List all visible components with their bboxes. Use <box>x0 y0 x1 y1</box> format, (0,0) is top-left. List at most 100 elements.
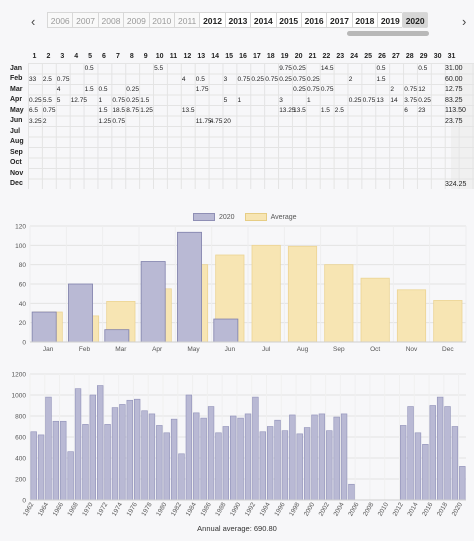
month-label: Sep <box>10 148 23 156</box>
y-tick-label: 100 <box>15 243 26 250</box>
month-label: Aug <box>10 138 24 145</box>
y-tick-label: 1000 <box>12 393 27 400</box>
x-tick-label: 2004 <box>333 501 346 517</box>
year-bar <box>37 434 45 501</box>
year-tab-2012[interactable]: 2012 <box>199 12 225 28</box>
year-bar <box>444 406 451 501</box>
year-tab-2008[interactable]: 2008 <box>97 12 124 28</box>
month-total: 113.50 <box>445 107 466 114</box>
day-value-cell: 12 <box>418 86 426 93</box>
y-tick-label: 0 <box>22 340 26 347</box>
day-header: 31 <box>447 53 456 60</box>
chevron-right-icon[interactable]: › <box>462 14 467 29</box>
bar-average <box>324 264 354 343</box>
year-bar <box>259 431 266 501</box>
x-tick-label: 1988 <box>214 501 227 517</box>
x-tick-label: Nov <box>406 346 418 353</box>
year-bar <box>422 444 429 501</box>
year-tabs: 2006 2007 2008 2009 2010 2011 2012 2013 2014 2015… <box>47 12 428 28</box>
x-tick-label: 2010 <box>377 501 390 517</box>
year-bar <box>266 426 274 501</box>
day-value-cell: 0.75 <box>112 96 126 104</box>
day-value-cell: 0.75 <box>237 75 251 83</box>
day-header: 20 <box>294 53 303 60</box>
x-tick-label: 1990 <box>229 501 242 517</box>
day-value-cell: 0.5 <box>98 86 108 93</box>
year-bar <box>274 419 281 501</box>
year-bar <box>45 396 52 501</box>
day-value-cell: 2.5 <box>42 75 52 83</box>
year-bar <box>311 414 318 501</box>
day-value-cell: 0.25 <box>418 96 431 104</box>
table-cells <box>28 63 474 189</box>
x-tick-label: Oct <box>370 346 380 353</box>
x-tick-label: 1996 <box>273 501 286 517</box>
day-header: 4 <box>74 53 79 60</box>
year-tab-2007[interactable]: 2007 <box>72 12 98 28</box>
year-bar <box>52 420 60 501</box>
year-tab-2015[interactable]: 2015 <box>275 12 301 28</box>
x-tick-label: 1998 <box>288 501 301 517</box>
day-value-cell: 13 <box>376 96 384 104</box>
x-tick-label: 1966 <box>52 501 65 517</box>
year-scrollbar-thumb[interactable] <box>347 31 429 36</box>
x-tick-label: 2016 <box>421 501 434 517</box>
day-header: 24 <box>350 53 359 60</box>
day-header: 18 <box>266 53 275 60</box>
day-value-cell: 0.75 <box>404 86 417 93</box>
year-tab-2020[interactable]: 2020 <box>402 12 428 28</box>
month-label: Jul <box>10 127 21 135</box>
x-tick-label: Feb <box>79 346 91 353</box>
year-tab-2010[interactable]: 2010 <box>148 12 174 28</box>
day-value-cell: 4 <box>56 86 61 93</box>
day-value-cell: 2 <box>348 75 353 83</box>
year-bar <box>222 426 230 501</box>
year-tab-2016[interactable]: 2016 <box>300 12 327 28</box>
bar-average <box>360 277 390 343</box>
year-bar <box>97 385 104 501</box>
day-value-cell: 1 <box>98 96 103 104</box>
year-bar <box>333 416 340 501</box>
day-value-cell: 13.5 <box>181 107 195 114</box>
y-tick-label: 60 <box>19 282 27 289</box>
annual-average-caption: Annual average: 690.80 <box>197 524 277 533</box>
year-tab-2013[interactable]: 2013 <box>224 12 251 28</box>
year-tab-2017[interactable]: 2017 <box>326 12 352 28</box>
x-tick-label: Mar <box>115 346 127 353</box>
year-bar <box>163 432 170 501</box>
day-value-cell: 1.75 <box>195 86 209 93</box>
year-bar <box>207 406 215 501</box>
day-value-cell: 0.75 <box>112 117 126 125</box>
year-scrollbar[interactable] <box>347 31 429 36</box>
day-value-cell: 3.25 <box>29 117 42 125</box>
year-tab-2006[interactable]: 2006 <box>47 12 73 28</box>
day-header: 2 <box>46 53 51 60</box>
year-tab-2011[interactable]: 2011 <box>173 12 200 28</box>
year-bar <box>436 396 444 501</box>
year-tab-2019[interactable]: 2019 <box>377 12 403 28</box>
month-label: Jan <box>10 64 23 72</box>
day-value-cell: 18.5 <box>112 107 126 114</box>
year-tab-2014[interactable]: 2014 <box>250 12 276 28</box>
year-tab-2018[interactable]: 2018 <box>351 12 378 28</box>
day-header: 26 <box>378 53 386 60</box>
day-value-cell: 12.75 <box>70 96 87 104</box>
day-value-cell: 0.25 <box>126 86 139 93</box>
year-bar <box>289 414 296 501</box>
month-label: May <box>10 106 24 114</box>
y-tick-label: 400 <box>15 456 26 463</box>
legend-swatch-2020 <box>193 213 215 221</box>
legend-label-average: Average <box>270 213 297 221</box>
chevron-left-icon[interactable]: ‹ <box>31 14 36 29</box>
year-bar <box>326 430 333 501</box>
x-tick-label: 1972 <box>96 501 109 517</box>
year-bar <box>30 431 37 501</box>
month-label: Dec <box>10 180 23 187</box>
x-tick-label: 1970 <box>81 501 94 517</box>
bar-2020 <box>177 231 202 343</box>
year-tab-2009[interactable]: 2009 <box>123 12 149 28</box>
y-tick-label: 40 <box>19 301 27 308</box>
year-bar <box>459 466 466 501</box>
annual-chart: 0 200 400 600 800 1000 1200 1962 1964 1966 1968 197… <box>0 366 474 526</box>
y-tick-label: 120 <box>15 224 26 231</box>
